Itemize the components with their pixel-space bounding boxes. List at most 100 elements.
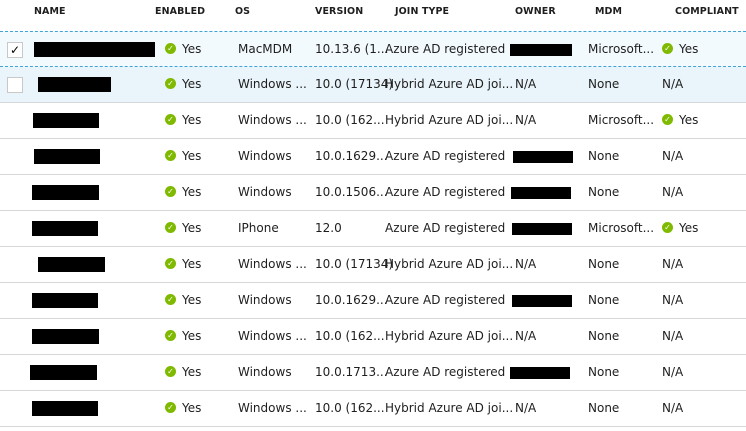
mdm-cell: None <box>588 293 620 307</box>
check-circle-icon: ✓ <box>165 330 176 341</box>
owner-cell: N/A <box>515 401 537 415</box>
compliant-cell: N/A <box>662 355 683 390</box>
column-header-name[interactable]: NAME <box>34 6 66 17</box>
table-header: NAME ENABLED OS VERSION JOIN TYPE OWNER … <box>0 0 746 30</box>
column-header-compliant[interactable]: COMPLIANT <box>675 6 739 17</box>
check-circle-icon: ✓ <box>165 43 176 54</box>
redacted-device-name[interactable] <box>32 401 98 416</box>
compliant-value: N/A <box>662 185 684 199</box>
table-row[interactable]: ✓ Yes Windows 10.0.1629... Azure AD register… <box>0 283 746 319</box>
mdm-cell: Microsoft... <box>588 113 655 127</box>
join-type-cell: Hybrid Azure AD joi... <box>385 401 514 415</box>
compliant-cell: N/A <box>662 247 683 282</box>
compliant-value: Yes <box>679 221 699 235</box>
column-header-mdm[interactable]: MDM <box>595 6 623 17</box>
check-circle-icon: ✓ <box>165 150 176 161</box>
enabled-value: Yes <box>182 149 202 163</box>
os-cell: MacMDM <box>238 42 293 56</box>
check-circle-icon: ✓ <box>662 222 673 233</box>
os-cell: Windows <box>238 293 292 307</box>
mdm-cell: None <box>588 149 620 163</box>
redacted-owner <box>512 223 572 235</box>
table-row[interactable]: ✓ Yes Windows ... 10.0 (162... Hybrid Azure … <box>0 319 746 355</box>
table-row[interactable]: ✓ Yes Windows ... 10.0 (17134) Hybrid Azure … <box>0 67 746 103</box>
redacted-device-name[interactable] <box>38 77 111 92</box>
row-checkbox[interactable] <box>7 77 23 93</box>
version-cell: 10.13.6 (1... <box>315 42 389 56</box>
table-row[interactable]: ✓ Yes Windows 10.0.1713... Azure AD register… <box>0 355 746 391</box>
os-cell: Windows <box>238 185 292 199</box>
version-cell: 12.0 <box>315 221 342 235</box>
enabled-cell: ✓ Yes <box>165 211 201 246</box>
version-cell: 10.0.1629... <box>315 293 388 307</box>
enabled-cell: ✓ Yes <box>165 247 201 282</box>
redacted-device-name[interactable] <box>32 185 99 200</box>
compliant-cell: N/A <box>662 139 683 174</box>
os-cell: Windows ... <box>238 329 307 343</box>
join-type-cell: Hybrid Azure AD joi... <box>385 113 514 127</box>
os-cell: Windows ... <box>238 401 307 415</box>
check-circle-icon: ✓ <box>165 258 176 269</box>
enabled-value: Yes <box>182 113 202 127</box>
mdm-cell: None <box>588 77 620 91</box>
os-cell: Windows <box>238 149 292 163</box>
redacted-owner <box>513 151 573 163</box>
column-header-owner[interactable]: OWNER <box>515 6 556 17</box>
mdm-cell: Microsoft... <box>588 221 655 235</box>
join-type-cell: Azure AD registered <box>385 293 506 307</box>
redacted-device-name[interactable] <box>33 113 99 128</box>
redacted-device-name[interactable] <box>34 149 100 164</box>
compliant-value: N/A <box>662 149 684 163</box>
join-type-cell: Azure AD registered <box>385 42 506 56</box>
enabled-value: Yes <box>182 365 202 379</box>
compliant-cell: N/A <box>662 175 683 210</box>
join-type-cell: Azure AD registered <box>385 149 506 163</box>
compliant-cell: ✓ Yes <box>662 211 698 246</box>
enabled-value: Yes <box>182 221 202 235</box>
column-header-enabled[interactable]: ENABLED <box>155 6 206 17</box>
redacted-owner <box>511 187 571 199</box>
redacted-device-name[interactable] <box>32 293 98 308</box>
table-row[interactable]: ✓ Yes IPhone 12.0 Azure AD registered Microso… <box>0 211 746 247</box>
redacted-device-name[interactable] <box>30 365 97 380</box>
table-row[interactable]: ✓ Yes Windows 10.0.1629... Azure AD register… <box>0 139 746 175</box>
enabled-cell: ✓ Yes <box>165 139 201 174</box>
table-row[interactable]: ✓ Yes Windows 10.0.1506... Azure AD register… <box>0 175 746 211</box>
owner-cell: N/A <box>515 113 537 127</box>
table-row[interactable]: ✓ Yes Windows ... 10.0 (17134) Hybrid Azure … <box>0 247 746 283</box>
enabled-value: Yes <box>182 293 202 307</box>
check-circle-icon: ✓ <box>662 43 673 54</box>
redacted-device-name[interactable] <box>32 221 98 236</box>
row-checkbox[interactable]: ✓ <box>7 42 23 58</box>
version-cell: 10.0.1506... <box>315 185 388 199</box>
compliant-value: N/A <box>662 257 684 271</box>
join-type-cell: Azure AD registered <box>385 221 506 235</box>
redacted-device-name[interactable] <box>32 329 99 344</box>
compliant-value: Yes <box>679 113 699 127</box>
redacted-device-name[interactable] <box>34 42 155 57</box>
owner-cell: N/A <box>515 77 537 91</box>
compliant-value: N/A <box>662 401 684 415</box>
table-row[interactable]: ✓ ✓ Yes MacMDM 10.13.6 (1... Azure AD registe… <box>0 31 746 67</box>
compliant-cell: N/A <box>662 319 683 354</box>
redacted-owner <box>512 295 572 307</box>
enabled-value: Yes <box>182 42 202 56</box>
os-cell: Windows ... <box>238 257 307 271</box>
version-cell: 10.0 (17134) <box>315 257 394 271</box>
compliant-value: N/A <box>662 365 684 379</box>
redacted-device-name[interactable] <box>38 257 105 272</box>
column-header-version[interactable]: VERSION <box>315 6 364 17</box>
enabled-value: Yes <box>182 77 202 91</box>
enabled-cell: ✓ Yes <box>165 103 201 138</box>
column-header-join-type[interactable]: JOIN TYPE <box>395 6 450 17</box>
compliant-cell: N/A <box>662 283 683 318</box>
version-cell: 10.0 (162... <box>315 329 385 343</box>
table-row[interactable]: ✓ Yes Windows ... 10.0 (162... Hybrid Azure … <box>0 103 746 139</box>
mdm-cell: None <box>588 329 620 343</box>
owner-cell: N/A <box>515 257 537 271</box>
compliant-value: N/A <box>662 77 684 91</box>
table-row[interactable]: ✓ Yes Windows ... 10.0 (162... Hybrid Azure … <box>0 391 746 427</box>
check-circle-icon: ✓ <box>165 114 176 125</box>
compliant-cell: ✓ Yes <box>662 103 698 138</box>
column-header-os[interactable]: OS <box>235 6 251 17</box>
